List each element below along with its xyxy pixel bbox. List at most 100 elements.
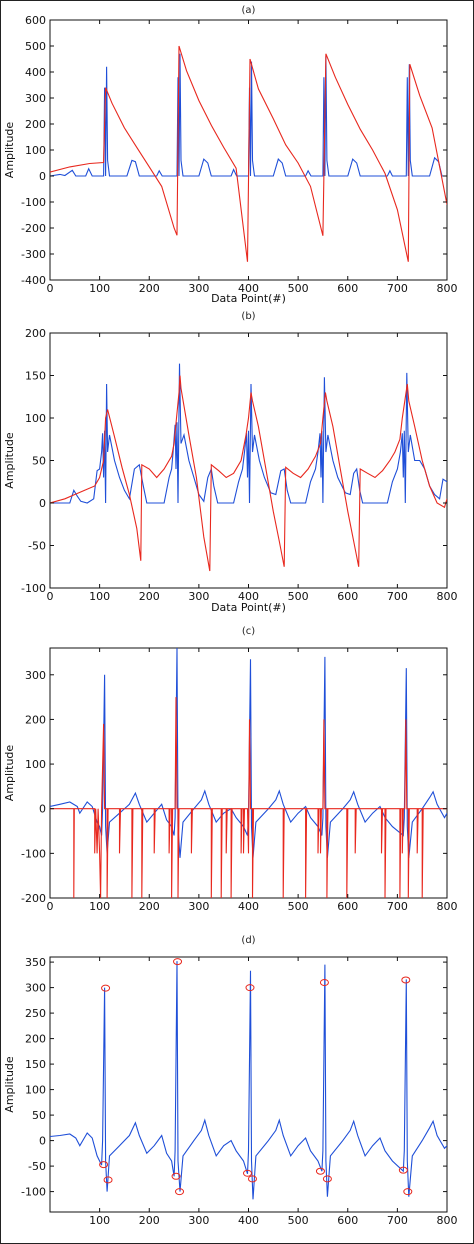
detected-point-marker — [322, 1175, 332, 1183]
x-tick-label: 200 — [139, 900, 160, 913]
y-tick-label: 50 — [32, 455, 46, 468]
x-tick-label: 500 — [288, 1214, 309, 1227]
x-tick-label: 600 — [337, 1214, 358, 1227]
y-tick-label: 0 — [39, 497, 46, 510]
x-axis-label: Data Point(#) — [211, 292, 286, 305]
x-tick-label: 800 — [437, 282, 458, 295]
detected-point-marker — [315, 1167, 325, 1175]
detected-point-marker — [99, 1161, 109, 1169]
x-tick-label: 0 — [47, 282, 54, 295]
y-tick-label: 400 — [25, 66, 46, 79]
panel-title: (b) — [241, 311, 255, 322]
x-tick-label: 200 — [139, 282, 160, 295]
y-tick-label: 150 — [25, 1058, 46, 1071]
plot-area — [49, 956, 448, 1213]
y-tick-label: 200 — [25, 327, 46, 340]
detected-point-marker — [171, 1172, 181, 1180]
series-line-2 — [50, 45, 447, 262]
x-tick-label: 300 — [188, 590, 209, 603]
detected-point-marker — [398, 1166, 408, 1174]
x-tick-label: 800 — [437, 590, 458, 603]
y-tick-label: 500 — [25, 40, 46, 53]
x-tick-label: 500 — [288, 590, 309, 603]
y-tick-label: 0 — [39, 1135, 46, 1148]
x-tick-label: 0 — [47, 900, 54, 913]
x-tick-label: 300 — [188, 1214, 209, 1227]
series-line-1 — [50, 961, 447, 1200]
y-tick-label: 100 — [25, 144, 46, 157]
detected-point-marker — [173, 958, 183, 966]
x-tick-label: 600 — [337, 900, 358, 913]
series-line-2 — [50, 375, 447, 572]
y-tick-label: 100 — [25, 412, 46, 425]
x-tick-label: 500 — [288, 900, 309, 913]
x-tick-label: 700 — [387, 282, 408, 295]
detected-point-marker — [243, 1169, 253, 1177]
detected-point-marker — [401, 976, 411, 984]
x-tick-label: 100 — [89, 900, 110, 913]
y-tick-label: 250 — [25, 1007, 46, 1020]
x-tick-label: 0 — [47, 590, 54, 603]
y-tick-label: 150 — [25, 370, 46, 383]
y-tick-label: -50 — [28, 540, 46, 553]
x-tick-label: 700 — [387, 900, 408, 913]
x-tick-label: 400 — [238, 1214, 259, 1227]
x-tick-label: 400 — [238, 282, 259, 295]
panel-title: (a) — [242, 5, 256, 16]
y-tick-label: 600 — [25, 14, 46, 27]
y-tick-label: -100 — [21, 582, 46, 595]
x-tick-label: 800 — [437, 1214, 458, 1227]
y-tick-label: 0 — [39, 170, 46, 183]
chart-panel-3: (c) 0 100 200 300 400 500 600 700 800 -200 -100 0 100… — [3, 626, 458, 913]
x-tick-label: 200 — [139, 590, 160, 603]
x-tick-label: 100 — [89, 1214, 110, 1227]
chart-panel-4: (d) 100 200 300 400 500 600 700 800 -100 -50 0 50 100… — [3, 935, 458, 1227]
x-tick-label: 600 — [337, 590, 358, 603]
chart-panel-2: (b) 0 100 200 300 400 500 600 700 800 -100 -50 0 50 10… — [3, 311, 458, 614]
y-axis-label: Amplitude — [3, 1056, 16, 1113]
x-axis-label: Data Point(#) — [211, 601, 286, 614]
y-tick-label: -100 — [21, 1186, 46, 1199]
y-tick-label: -200 — [21, 222, 46, 235]
plot-area — [49, 647, 448, 899]
detected-point-marker — [319, 979, 329, 986]
detected-point-marker — [101, 984, 111, 992]
chart-panel-1: (a) 0 100 200 300 400 500 600 700 800 -400 -300 -200… — [3, 5, 458, 305]
detected-point-marker — [103, 1176, 113, 1184]
y-tick-label: -100 — [21, 196, 46, 209]
x-tick-label: 400 — [238, 900, 259, 913]
x-tick-label: 200 — [139, 1214, 160, 1227]
panel-title: (c) — [242, 626, 255, 637]
y-tick-label: 300 — [25, 982, 46, 995]
y-axis-label: Amplitude — [3, 432, 16, 489]
detected-point-marker — [175, 1188, 185, 1196]
x-tick-label: 700 — [387, 1214, 408, 1227]
x-tick-label: 300 — [188, 900, 209, 913]
detected-point-marker — [403, 1188, 413, 1196]
y-tick-label: -400 — [21, 274, 46, 287]
x-tick-label: 100 — [89, 590, 110, 603]
y-tick-label: -300 — [21, 248, 46, 261]
y-tick-label: -100 — [21, 847, 46, 860]
y-tick-label: 0 — [39, 803, 46, 816]
detected-point-marker — [245, 984, 255, 992]
series-line-1 — [50, 363, 447, 504]
x-tick-label: 500 — [288, 282, 309, 295]
y-axis-label: Amplitude — [3, 745, 16, 802]
x-tick-label: 800 — [437, 900, 458, 913]
y-tick-label: 350 — [25, 956, 46, 969]
x-tick-label: 100 — [89, 282, 110, 295]
y-tick-label: 300 — [25, 669, 46, 682]
panel-title: (d) — [241, 935, 255, 946]
y-tick-label: 300 — [25, 92, 46, 105]
x-tick-label: 600 — [337, 282, 358, 295]
detected-point-marker — [247, 1175, 257, 1183]
y-tick-label: 100 — [25, 758, 46, 771]
y-tick-label: -200 — [21, 892, 46, 905]
y-axis-label: Amplitude — [3, 122, 16, 179]
y-tick-label: 200 — [25, 1033, 46, 1046]
y-tick-label: 100 — [25, 1084, 46, 1097]
series-line-2 — [50, 697, 447, 898]
y-tick-label: 50 — [32, 1109, 46, 1122]
